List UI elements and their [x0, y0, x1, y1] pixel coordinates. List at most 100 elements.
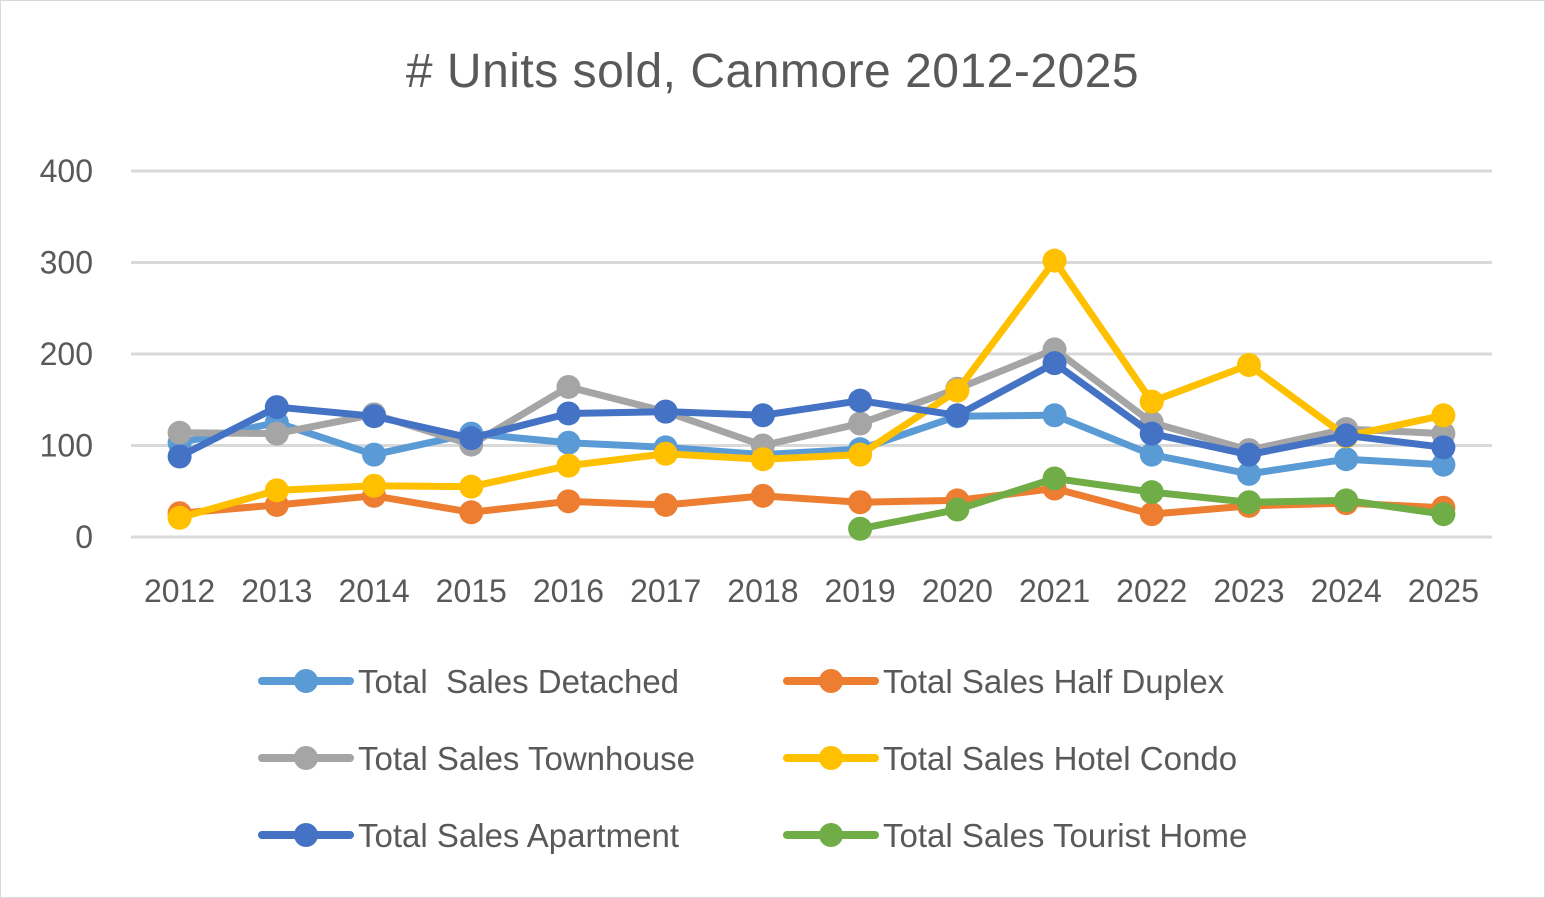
y-tick-label: 200	[40, 336, 93, 372]
series-line	[176, 359, 1447, 460]
series-5	[848, 466, 1456, 541]
legend-label: Total Sales Hotel Condo	[883, 740, 1237, 777]
data-point	[459, 474, 484, 499]
data-point	[556, 401, 581, 426]
data-point	[848, 516, 873, 541]
x-tick-label: 2013	[241, 573, 312, 609]
data-point	[945, 403, 970, 428]
data-point	[750, 447, 775, 472]
data-point	[167, 505, 192, 530]
data-point	[459, 500, 484, 525]
data-point	[1042, 248, 1067, 273]
legend-item: Total Sales Hotel Condo	[783, 740, 1237, 777]
data-point	[1236, 461, 1261, 486]
x-tick-label: 2025	[1408, 573, 1479, 609]
data-point	[362, 473, 387, 498]
data-point	[1139, 502, 1164, 527]
x-tick-label: 2020	[922, 573, 993, 609]
data-point	[556, 453, 581, 478]
data-point	[362, 442, 387, 467]
data-point	[1334, 447, 1359, 472]
data-point	[1236, 490, 1261, 515]
data-point	[945, 497, 970, 522]
x-tick-label: 2023	[1213, 573, 1284, 609]
data-point	[1236, 442, 1261, 467]
data-point	[1139, 421, 1164, 446]
data-point	[556, 430, 581, 455]
x-tick-label: 2019	[825, 573, 896, 609]
x-tick-label: 2017	[630, 573, 701, 609]
data-point	[653, 441, 678, 466]
y-tick-label: 400	[40, 153, 93, 189]
data-point	[1431, 452, 1456, 477]
legend-item: Total Sales Townhouse	[258, 740, 695, 777]
data-point	[945, 378, 970, 403]
legend: Total Sales Detached Total Sales Half Dup…	[258, 663, 1247, 854]
x-tick-label: 2016	[533, 573, 604, 609]
data-point	[1139, 389, 1164, 414]
data-point	[556, 374, 581, 399]
legend-label: Total Sales Detached	[358, 663, 679, 700]
data-point	[653, 399, 678, 424]
gridlines	[131, 169, 1492, 539]
legend-label: Total Sales Townhouse	[358, 740, 695, 777]
legend-label: Total Sales Half Duplex	[883, 663, 1225, 700]
data-point	[362, 404, 387, 429]
y-axis: 0 100 200 300 400	[40, 153, 93, 555]
data-point	[1431, 435, 1456, 460]
legend-item: Total Sales Half Duplex	[783, 663, 1225, 700]
data-point	[167, 444, 192, 469]
data-point	[1042, 351, 1067, 376]
legend-item: Total Sales Apartment	[258, 817, 679, 854]
data-point	[1139, 442, 1164, 467]
y-tick-label: 100	[40, 428, 93, 464]
data-point	[556, 489, 581, 514]
data-point	[167, 420, 192, 445]
x-tick-label: 2012	[144, 573, 215, 609]
data-point	[264, 395, 289, 420]
legend-marker-icon	[819, 823, 843, 847]
data-point	[1236, 352, 1261, 377]
x-tick-label: 2014	[338, 573, 409, 609]
data-point	[848, 411, 873, 436]
series-3	[167, 248, 1456, 530]
data-point	[750, 483, 775, 508]
series-4	[167, 351, 1456, 469]
data-point	[1431, 403, 1456, 428]
series-line	[176, 485, 1447, 518]
legend-marker-icon	[294, 746, 318, 770]
data-point	[1334, 423, 1359, 448]
legend-label: Total Sales Tourist Home	[883, 817, 1247, 854]
data-point	[1042, 403, 1067, 428]
data-point	[264, 421, 289, 446]
legend-marker-icon	[294, 823, 318, 847]
legend-item: Total Sales Tourist Home	[783, 817, 1247, 854]
legend-label: Total Sales Apartment	[358, 817, 679, 854]
legend-item: Total Sales Detached	[258, 663, 679, 700]
legend-marker-icon	[294, 669, 318, 693]
legend-marker-icon	[819, 746, 843, 770]
y-tick-label: 300	[40, 245, 93, 281]
data-point	[750, 403, 775, 428]
data-point	[1334, 488, 1359, 513]
x-tick-label: 2015	[436, 573, 507, 609]
x-tick-label: 2022	[1116, 573, 1187, 609]
series-2	[167, 337, 1456, 463]
series-group	[167, 248, 1456, 541]
x-tick-label: 2024	[1311, 573, 1382, 609]
data-point	[848, 490, 873, 515]
data-point	[1431, 502, 1456, 527]
data-point	[1042, 466, 1067, 491]
x-tick-label: 2021	[1019, 573, 1090, 609]
data-point	[459, 426, 484, 451]
legend-marker-icon	[819, 669, 843, 693]
data-point	[264, 478, 289, 503]
x-axis: 2012 2013 2014 2015 2016 2017 2018 2019 2020 2021…	[144, 573, 1479, 609]
series-line	[176, 257, 1447, 522]
data-point	[848, 442, 873, 467]
data-point	[1139, 480, 1164, 505]
series-line	[176, 411, 1447, 478]
chart-title: # Units sold, Canmore 2012-2025	[405, 45, 1140, 98]
x-tick-label: 2018	[727, 573, 798, 609]
